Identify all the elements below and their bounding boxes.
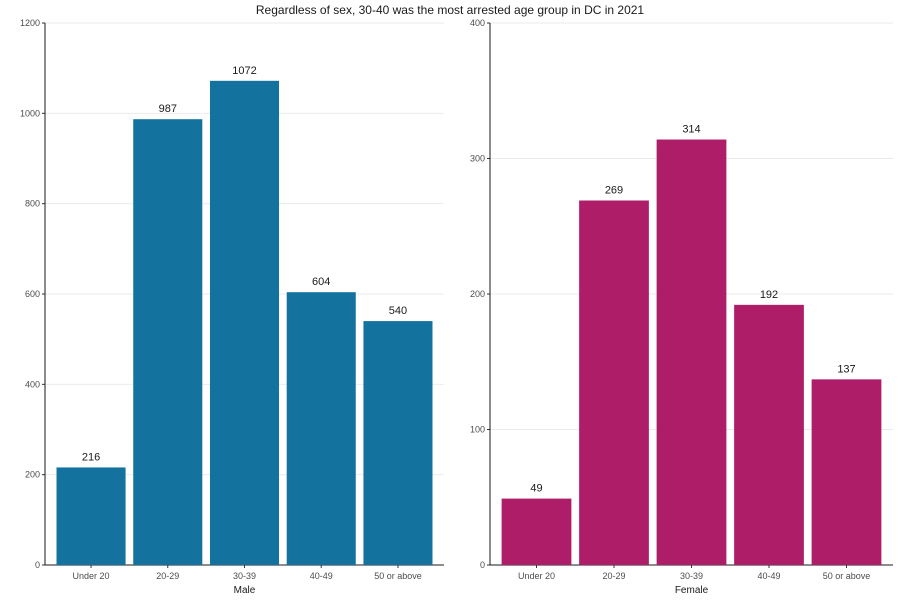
x-tick-label: 30-39 <box>680 571 703 581</box>
y-tick-label: 0 <box>480 560 485 570</box>
x-tick-label: 50 or above <box>823 571 871 581</box>
bar-male-1 <box>133 119 203 565</box>
x-tick-label: Under 20 <box>73 571 110 581</box>
y-tick-label: 800 <box>25 199 40 209</box>
data-label: 604 <box>312 276 330 288</box>
bar-female-0 <box>501 498 572 565</box>
bar-male-3 <box>286 292 356 565</box>
bar-female-4 <box>811 379 882 565</box>
y-tick-label: 200 <box>470 289 485 299</box>
x-tick-label: Under 20 <box>518 571 555 581</box>
data-label: 1072 <box>232 65 256 77</box>
y-tick-label: 400 <box>25 379 40 389</box>
data-label: 137 <box>837 363 855 375</box>
x-tick-label: 40-49 <box>310 571 333 581</box>
bar-male-4 <box>363 321 433 565</box>
x-tick-label: 20-29 <box>602 571 625 581</box>
y-tick-label: 200 <box>25 470 40 480</box>
y-tick-label: 1200 <box>20 18 40 28</box>
bar-female-2 <box>656 139 727 565</box>
data-label: 49 <box>530 483 542 495</box>
chart-title: Regardless of sex, 30-40 was the most ar… <box>255 3 645 17</box>
data-label: 269 <box>605 185 623 197</box>
x-tick-label: 20-29 <box>156 571 179 581</box>
bar-male-2 <box>209 80 280 566</box>
x-tick-label: 40-49 <box>757 571 780 581</box>
x-tick-label: 50 or above <box>374 571 422 581</box>
chart-panel-female: 0 100 200 300 400 49 Under 20 269 20-29 314 30-39 1… <box>470 18 893 596</box>
data-label: 192 <box>760 289 778 301</box>
data-label: 216 <box>82 451 100 463</box>
bar-female-3 <box>734 304 804 565</box>
data-label: 540 <box>389 305 407 317</box>
y-tick-label: 0 <box>35 560 40 570</box>
x-axis-title: Male <box>234 585 256 596</box>
bar-male-0 <box>56 467 126 565</box>
y-tick-label: 300 <box>470 154 485 164</box>
y-tick-label: 600 <box>25 289 40 299</box>
y-tick-label: 100 <box>470 425 485 435</box>
y-tick-label: 400 <box>470 18 485 28</box>
bar-female-1 <box>579 200 649 565</box>
x-axis-title: Female <box>675 585 709 596</box>
y-tick-label: 1000 <box>20 108 40 118</box>
data-label: 987 <box>159 103 177 115</box>
x-tick-label: 30-39 <box>233 571 256 581</box>
data-label: 314 <box>682 124 700 136</box>
chart-panel-male: 0 200 400 600 800 1000 1200 216 Under 20 987 20-29… <box>20 18 444 596</box>
